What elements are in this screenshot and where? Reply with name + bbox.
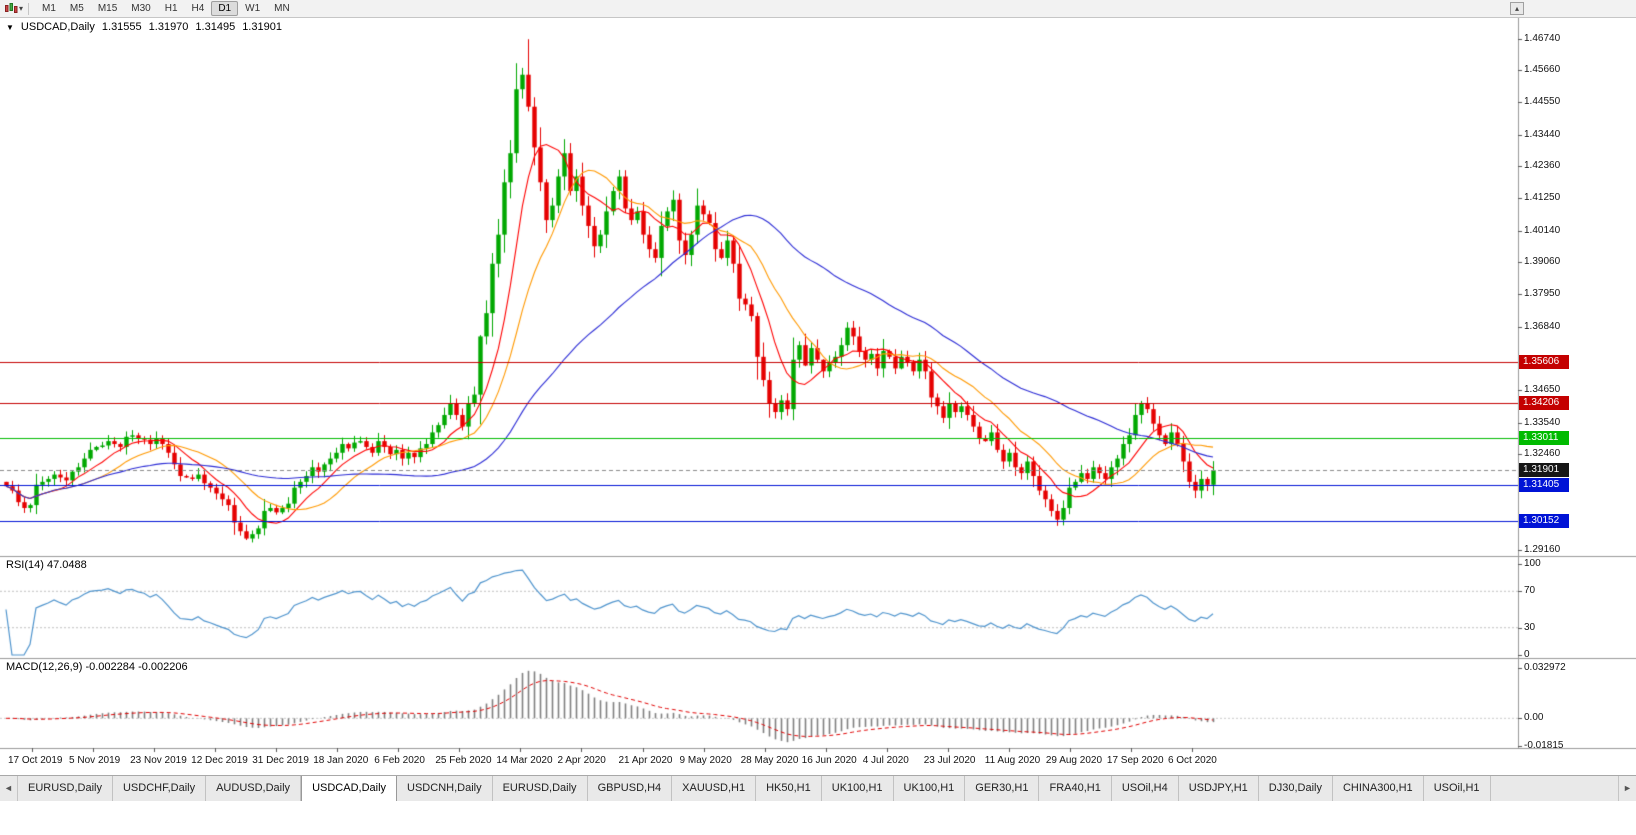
price-axis-tick: 1.32460 [1524,447,1561,459]
price-axis-tick: 1.45660 [1524,64,1561,76]
date-axis-label: 17 Oct 2019 [8,755,63,766]
timeframe-button-h4[interactable]: H4 [191,3,205,14]
price-axis-tick: 1.46740 [1524,32,1561,44]
rsi-axis-tick: 30 [1524,621,1536,633]
macd-axis-tick: 0.00 [1524,712,1544,724]
price-axis-tick: 1.29160 [1524,543,1561,555]
date-axis-label: 5 Nov 2019 [69,755,121,766]
timeframe-button-h1[interactable]: H1 [164,3,178,14]
price-axis-tick: 1.39060 [1524,255,1561,267]
chart-tab-usdjpy-h1[interactable]: USDJPY,H1 [1178,776,1259,801]
date-axis-label: 25 Feb 2020 [435,755,492,766]
timeframe-button-d1[interactable]: D1 [211,1,239,16]
price-axis-tick: 1.43440 [1524,128,1561,140]
price-level-label-1-35606: 1.35606 [1519,355,1569,370]
tabs-scroll-left-icon[interactable]: ◄ [0,776,18,801]
price-level-label-1-33011: 1.33011 [1519,430,1569,445]
timeframe-button-mn[interactable]: MN [274,3,290,14]
tabs-container: EURUSD,Daily USDCHF,Daily AUDUSD,Daily USDC… [18,776,1618,801]
date-axis-label: 21 Apr 2020 [618,755,673,766]
date-axis-label: 23 Jul 2020 [923,755,976,766]
chart-symbol-label: USDCAD,Daily [20,21,95,33]
chart-tab-uk100-h1[interactable]: UK100,H1 [893,776,966,801]
chart-tab-eurusd-daily[interactable]: EURUSD,Daily [18,776,113,801]
date-axis-label: 14 Mar 2020 [496,755,553,766]
price-chart-canvas[interactable] [0,18,1636,775]
price-axis-tick: 1.44550 [1524,96,1561,108]
macd-indicator-label: MACD(12,26,9) -0.002284 -0.002206 [6,661,188,673]
candlestick-chart-icon[interactable] [5,3,18,14]
price-axis-tick: 1.37950 [1524,288,1561,300]
scroll-up-button[interactable]: ▴ [1510,2,1524,15]
chart-tab-gbpusd-h4[interactable]: GBPUSD,H4 [587,776,673,801]
price-level-label-1-31405: 1.31405 [1519,477,1569,492]
chart-tab-usdchf-daily[interactable]: USDCHF,Daily [112,776,207,801]
date-axis-label: 9 May 2020 [679,755,732,766]
price-axis-tick: 1.36840 [1524,320,1561,332]
price-axis-tick: 1.33540 [1524,416,1561,428]
ohlc-low-value: 1.31495 [195,21,236,33]
date-axis-label: 31 Dec 2019 [252,755,309,766]
date-axis-label: 11 Aug 2020 [984,755,1041,766]
chart-tab-fra40-h1[interactable]: FRA40,H1 [1039,776,1112,801]
macd-axis-tick: -0.01815 [1524,740,1564,751]
date-axis-label: 16 Jun 2020 [801,755,857,766]
toolbar-separator [28,2,30,15]
chart-tab-audusd-daily[interactable]: AUDUSD,Daily [206,776,302,801]
rsi-axis-tick: 100 [1524,558,1541,569]
timeframe-button-m30[interactable]: M30 [131,3,151,14]
chart-marker-icon[interactable]: ▼ [6,23,14,32]
rsi-axis-tick: 70 [1524,585,1536,597]
price-level-label-1-30152: 1.30152 [1519,514,1569,529]
price-axis-tick: 1.41250 [1524,192,1561,204]
rsi-indicator-label: RSI(14) 47.0488 [6,559,87,571]
chart-tab-eurusd-daily[interactable]: EURUSD,Daily [492,776,588,801]
chart-tab-usoil-h4[interactable]: USOil,H4 [1111,776,1179,801]
timeframe-button-w1[interactable]: W1 [245,3,261,14]
price-axis-tick: 1.42360 [1524,160,1561,172]
timeframe-toolbar: ▾ M1 M5 M15 M30 H1 H4 D1 W1 MN ▴ [0,0,1636,18]
price-axis-tick: 1.40140 [1524,224,1561,236]
rsi-axis-tick: 0 [1524,649,1530,660]
chart-tab-usdcnh-daily[interactable]: USDCNH,Daily [397,776,493,801]
price-axis-tick: 1.34650 [1524,384,1561,396]
date-axis-label: 6 Feb 2020 [374,755,425,766]
chart-ohlc-header: ▼ USDCAD,Daily 1.31555 1.31970 1.31495 1… [6,21,282,34]
chart-tab-dj30-daily[interactable]: DJ30,Daily [1258,776,1333,801]
date-axis-label: 29 Aug 2020 [1045,755,1103,766]
chart-tab-xauusd-h1[interactable]: XAUUSD,H1 [672,776,757,801]
chart-type-dropdown-caret-icon[interactable]: ▾ [19,4,24,13]
date-axis-label: 23 Nov 2019 [130,755,187,766]
chart-window: ▼ USDCAD,Daily 1.31555 1.31970 1.31495 1… [0,18,1636,775]
date-axis-label: 18 Jan 2020 [313,755,369,766]
timeframe-button-m5[interactable]: M5 [69,3,84,14]
timeframe-button-group: M1 M5 M15 M30 H1 H4 D1 W1 MN [35,1,297,16]
chart-tab-uk100-h1[interactable]: UK100,H1 [821,776,894,801]
chart-tab-usoil-h1[interactable]: USOil,H1 [1423,776,1491,801]
date-axis-label: 6 Oct 2020 [1167,755,1217,766]
tabs-scroll-right-icon[interactable]: ► [1618,776,1636,801]
date-axis-label: 12 Dec 2019 [191,755,248,766]
timeframe-button-m1[interactable]: M1 [42,3,56,14]
chart-tab-hk50-h1[interactable]: HK50,H1 [756,776,822,801]
chart-tab-china300-h1[interactable]: CHINA300,H1 [1332,776,1424,801]
price-level-label-1-34206: 1.34206 [1519,396,1569,411]
date-axis-label: 4 Jul 2020 [862,755,909,766]
chart-tab-ger30-h1[interactable]: GER30,H1 [965,776,1040,801]
chart-tabs-bar: ◄ EURUSD,Daily USDCHF,Daily AUDUSD,Daily US… [0,775,1636,801]
timeframe-button-m15[interactable]: M15 [97,3,118,14]
ohlc-open-value: 1.31555 [101,21,142,33]
ohlc-high-value: 1.31970 [148,21,189,33]
date-axis-label: 17 Sep 2020 [1106,755,1164,766]
date-axis-label: 28 May 2020 [740,755,799,766]
macd-axis-tick: 0.032972 [1524,662,1566,673]
chart-tab-usdcad-daily[interactable]: USDCAD,Daily [301,776,398,801]
price-level-label-1-31901: 1.31901 [1519,463,1569,478]
date-axis-label: 2 Apr 2020 [557,755,606,766]
ohlc-close-value: 1.31901 [242,21,282,33]
